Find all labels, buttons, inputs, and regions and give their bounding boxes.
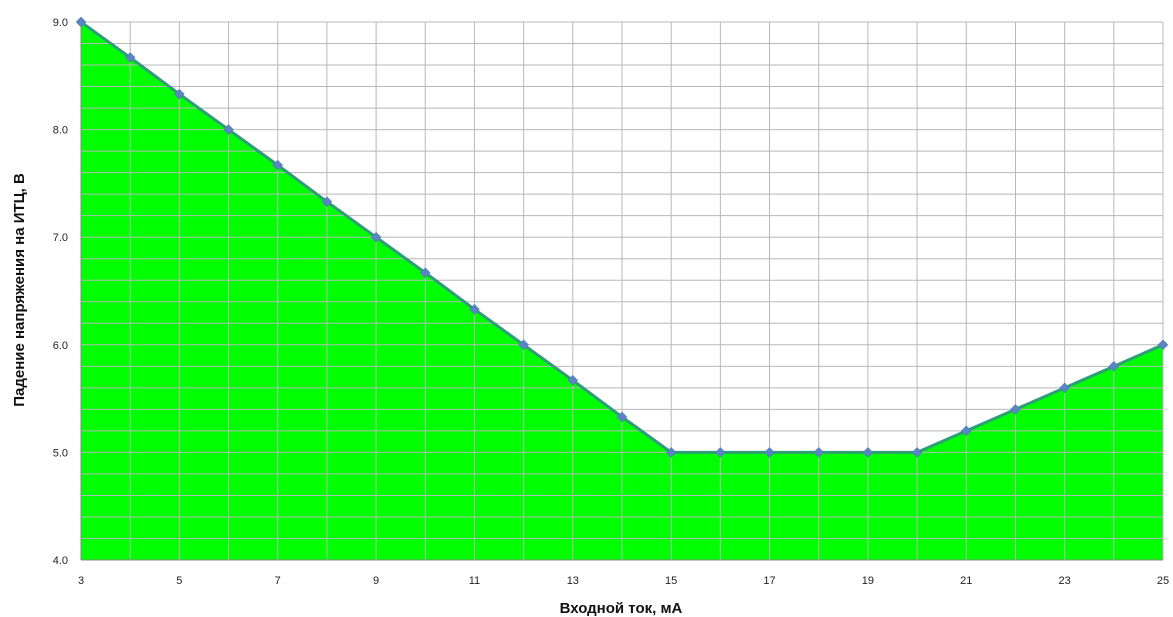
y-tick-label: 7.0 xyxy=(53,232,68,244)
x-tick-label: 23 xyxy=(1059,575,1071,587)
x-tick-label: 25 xyxy=(1157,575,1169,587)
y-tick-label: 4.0 xyxy=(53,555,68,567)
gridlines xyxy=(80,21,1164,561)
x-tick-label: 7 xyxy=(275,575,281,587)
plot-area xyxy=(81,22,1163,560)
x-tick-label: 13 xyxy=(567,575,579,587)
data-point-marker xyxy=(1157,339,1169,351)
data-point-marker xyxy=(567,374,579,386)
data-point-marker xyxy=(272,159,284,171)
data-point-marker xyxy=(223,124,234,135)
data-point-marker xyxy=(174,88,185,100)
x-tick-label: 5 xyxy=(176,575,182,587)
data-point-marker xyxy=(1108,360,1120,372)
y-tick-labels: 4.0 5.0 6.0 7.0 8.0 9.0 xyxy=(53,17,68,567)
markers-group xyxy=(75,16,1169,458)
data-point-marker xyxy=(813,447,825,458)
x-tick-label: 15 xyxy=(665,575,677,587)
data-point-marker xyxy=(764,447,775,458)
data-point-marker xyxy=(370,231,382,243)
data-point-marker xyxy=(1059,382,1070,394)
x-tick-label: 9 xyxy=(373,575,379,587)
data-point-marker xyxy=(518,339,529,351)
y-axis-title: Падение напряжения на ИТЦ, В xyxy=(11,173,28,407)
data-point-marker xyxy=(862,447,874,458)
x-tick-label: 17 xyxy=(763,575,775,587)
x-axis-title: Входной ток, мА xyxy=(560,600,683,617)
data-point-marker xyxy=(911,447,923,458)
y-tick-label: 6.0 xyxy=(53,340,68,352)
data-point-marker xyxy=(616,411,628,423)
data-point-marker xyxy=(960,425,972,437)
data-point-marker xyxy=(124,52,136,63)
area-fill xyxy=(81,22,1163,560)
data-point-marker xyxy=(419,267,431,279)
y-tick-label: 8.0 xyxy=(53,125,68,137)
x-tick-label: 3 xyxy=(78,575,84,587)
x-tick-label: 19 xyxy=(862,575,874,587)
data-point-marker xyxy=(75,16,87,28)
y-tick-label: 5.0 xyxy=(53,447,68,459)
data-point-marker xyxy=(665,447,677,458)
x-tick-label: 11 xyxy=(469,575,480,587)
data-point-marker xyxy=(469,303,480,315)
x-tick-label: 21 xyxy=(960,575,972,587)
data-point-marker xyxy=(715,447,726,458)
y-tick-label: 9.0 xyxy=(53,17,68,29)
x-tick-labels: 3 5 7 9 11 13 15 17 19 21 23 25 xyxy=(78,575,1169,587)
data-point-marker xyxy=(1010,404,1021,415)
data-point-marker xyxy=(321,196,333,208)
